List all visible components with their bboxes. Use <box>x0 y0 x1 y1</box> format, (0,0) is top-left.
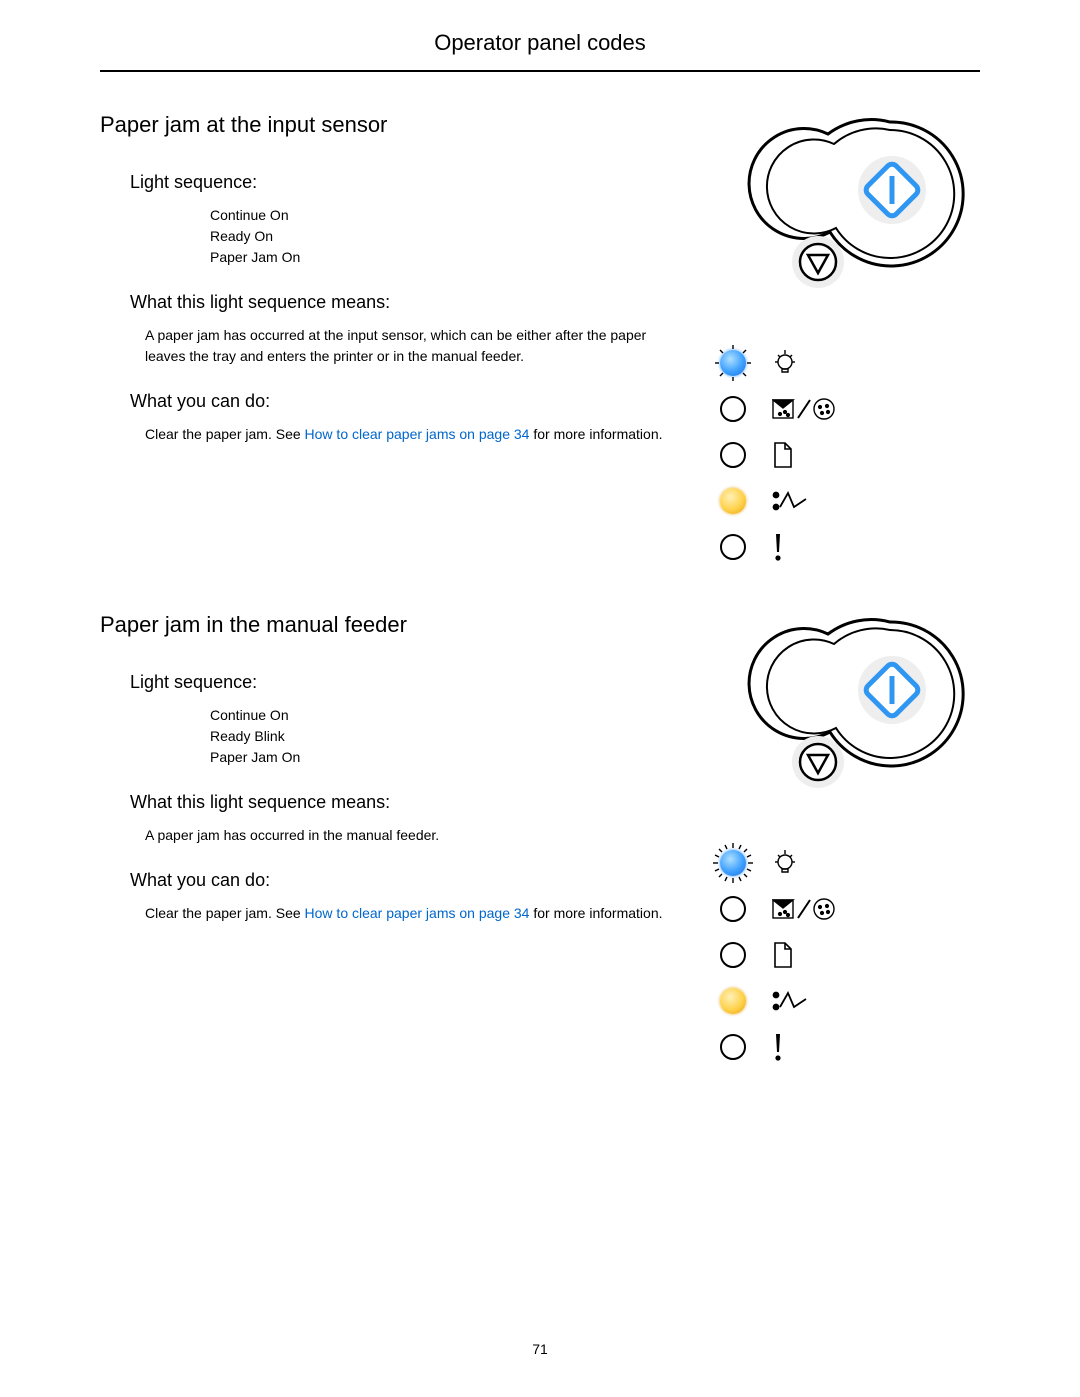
error-icon <box>772 1032 784 1062</box>
panel-outline-icon <box>720 612 980 827</box>
ready-led-blink <box>720 850 746 876</box>
indicator-column <box>720 847 980 1063</box>
led-off <box>720 396 746 422</box>
jam-led <box>720 488 746 514</box>
means-text: A paper jam has occurred at the input se… <box>145 325 675 367</box>
indicator-column <box>720 347 980 563</box>
bulb-icon <box>772 348 798 378</box>
jam-led <box>720 988 746 1014</box>
toner-icon <box>772 396 836 422</box>
do-after: for more information. <box>529 905 662 921</box>
page-number: 71 <box>0 1341 1080 1357</box>
indicator-row-toner <box>720 893 980 925</box>
toner-icon <box>772 896 836 922</box>
jam-icon <box>772 989 808 1013</box>
error-icon <box>772 532 784 562</box>
indicator-row-toner <box>720 393 980 425</box>
do-after: for more information. <box>529 426 662 442</box>
do-text: Clear the paper jam. See How to clear pa… <box>145 903 675 924</box>
paper-icon <box>772 941 794 969</box>
led-off <box>720 442 746 468</box>
led-off <box>720 896 746 922</box>
bulb-icon <box>772 848 798 878</box>
indicator-row-error <box>720 1031 980 1063</box>
led-off <box>720 1034 746 1060</box>
means-text: A paper jam has occurred in the manual f… <box>145 825 675 846</box>
jam-link[interactable]: How to clear paper jams on page 34 <box>305 426 530 442</box>
indicator-row-paper <box>720 439 980 471</box>
do-before: Clear the paper jam. See <box>145 905 305 921</box>
indicator-row-jam <box>720 485 980 517</box>
do-text: Clear the paper jam. See How to clear pa… <box>145 424 675 445</box>
section-input-sensor: Paper jam at the input sensor Light sequ… <box>100 112 980 552</box>
indicator-row-jam <box>720 985 980 1017</box>
led-off <box>720 534 746 560</box>
panel-outline-icon <box>720 112 980 327</box>
page-header: Operator panel codes <box>100 30 980 72</box>
ready-led <box>720 350 746 376</box>
indicator-row-ready <box>720 847 980 879</box>
indicator-row-error <box>720 531 980 563</box>
do-before: Clear the paper jam. See <box>145 426 305 442</box>
operator-panel-diagram <box>720 612 980 1063</box>
paper-icon <box>772 441 794 469</box>
jam-link[interactable]: How to clear paper jams on page 34 <box>305 905 530 921</box>
jam-icon <box>772 489 808 513</box>
operator-panel-diagram <box>720 112 980 563</box>
indicator-row-paper <box>720 939 980 971</box>
indicator-row-ready <box>720 347 980 379</box>
led-off <box>720 942 746 968</box>
section-manual-feeder: Paper jam in the manual feeder Light seq… <box>100 612 980 1052</box>
